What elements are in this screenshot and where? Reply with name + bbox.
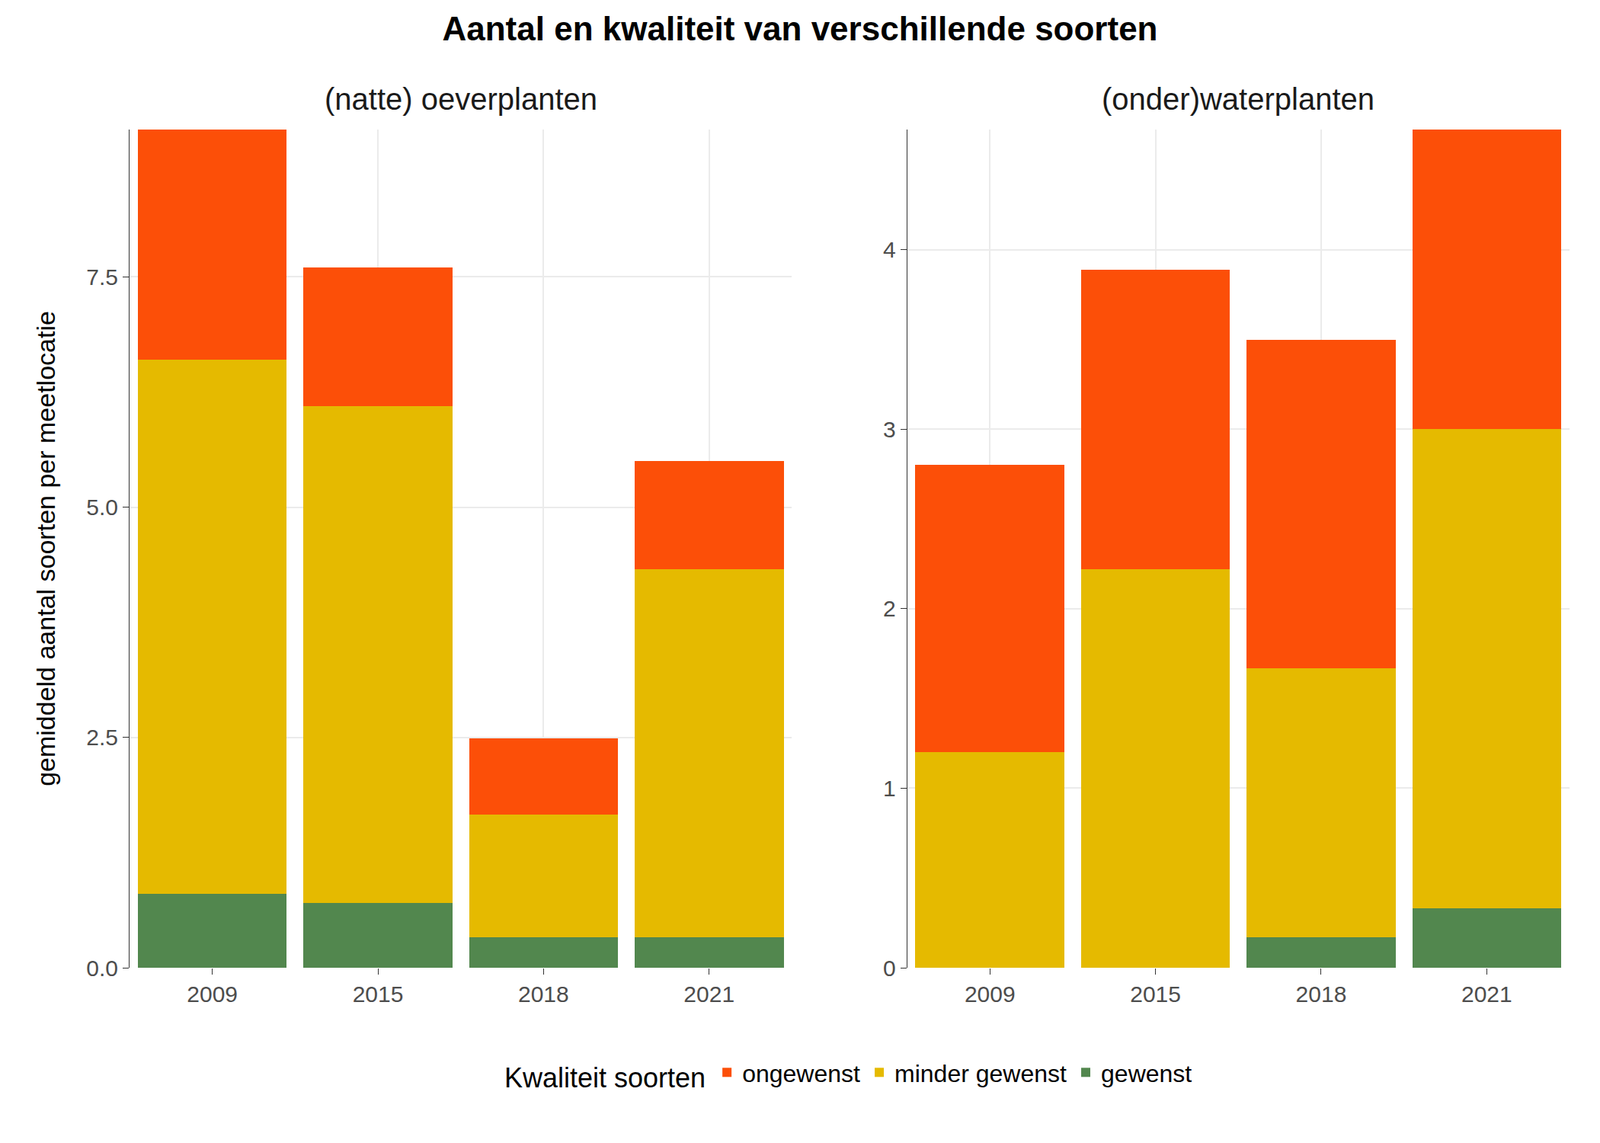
svg-text:2.5: 2.5 [86,724,119,750]
svg-text:2015: 2015 [352,981,404,1007]
svg-text:5.0: 5.0 [86,494,119,520]
svg-text:Kwaliteit soorten: Kwaliteit soorten [504,1062,706,1094]
svg-text:2018: 2018 [1296,981,1348,1007]
svg-text:2021: 2021 [1461,981,1513,1007]
svg-text:(onder)waterplanten: (onder)waterplanten [1101,82,1375,116]
svg-text:4: 4 [883,236,896,263]
svg-text:ongewenst: ongewenst [742,1059,861,1088]
svg-text:1: 1 [883,775,896,801]
svg-text:3: 3 [883,416,896,442]
svg-text:2018: 2018 [518,981,570,1007]
svg-text:2009: 2009 [186,981,238,1007]
svg-text:7.5: 7.5 [86,264,119,290]
svg-text:2015: 2015 [1129,981,1181,1007]
svg-text:2009: 2009 [964,981,1016,1007]
svg-text:gewenst: gewenst [1100,1059,1192,1088]
svg-text:2: 2 [883,595,896,621]
svg-text:minder gewenst: minder gewenst [894,1059,1067,1088]
svg-text:0.0: 0.0 [86,955,119,981]
svg-text:(natte) oeverplanten: (natte) oeverplanten [324,82,598,116]
svg-text:0: 0 [883,955,896,981]
svg-text:Aantal en kwaliteit van versch: Aantal en kwaliteit van verschillende so… [442,9,1159,48]
svg-text:gemiddeld aantal soorten per m: gemiddeld aantal soorten per meetlocatie [31,310,61,787]
svg-text:2021: 2021 [683,981,735,1007]
